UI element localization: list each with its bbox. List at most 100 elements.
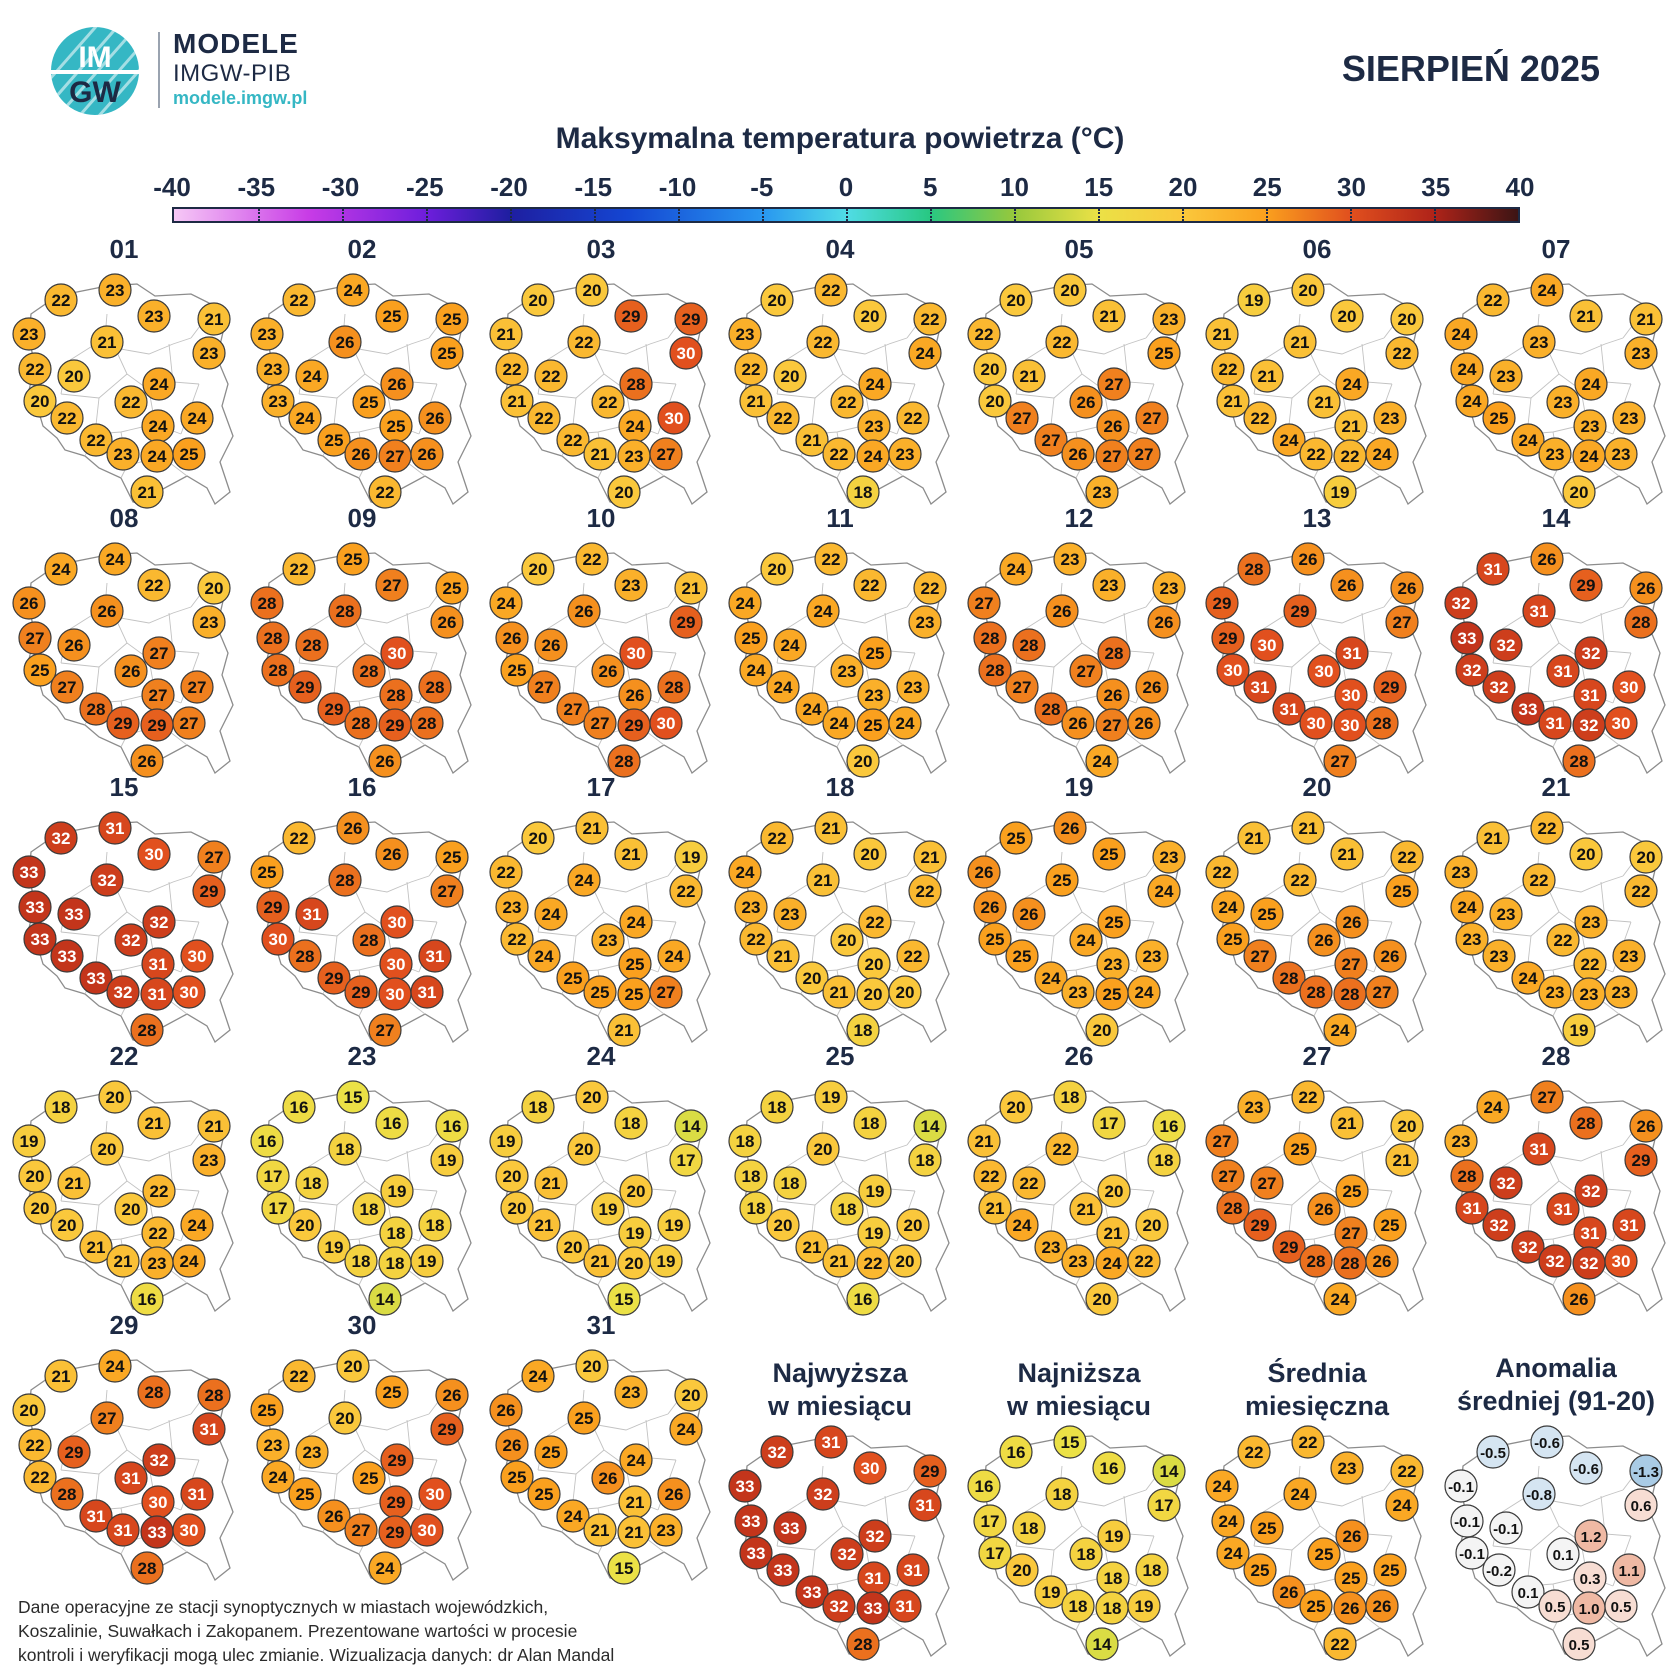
station-circle [1390,1454,1424,1488]
station-circle [619,905,653,939]
station-circle [1444,317,1478,351]
station-value: 30 [180,983,199,1002]
station-marker: 18 [1061,1589,1095,1623]
station-marker: 22 [1624,874,1658,908]
station-value: 25 [443,579,462,598]
station-marker: 26 [375,837,409,871]
colorbar-title: Maksymalna temperatura powietrza (°C) [555,122,1125,155]
station-circle [1365,975,1399,1009]
station-marker: 19 [674,840,708,874]
station-marker: 18 [344,1244,378,1278]
colorbar-tick: 5 [923,172,938,202]
station-value: 19 [1042,1583,1061,1602]
station-circle [1629,840,1663,874]
station-value: 22 [122,393,141,412]
station-value: 24 [1219,898,1238,917]
station-marker: 20 [288,1208,322,1242]
station-marker: 32 [142,1443,176,1477]
colorbar-tick: -10 [658,172,697,202]
station-value: 32 [98,871,117,890]
station-value: 33 [148,1523,167,1542]
station-value: 32 [1582,644,1601,663]
station-circle [410,706,444,740]
station-value: -0.1 [1493,1521,1519,1538]
station-value: 28 [336,871,355,890]
station-circle [1489,1166,1523,1200]
station-marker: 22 [967,317,1001,351]
station-value: 23 [1042,1238,1061,1257]
region-border [1069,1489,1147,1507]
station-marker: 31 [98,811,132,845]
station-marker: 14 [674,1109,708,1143]
station-marker: 32 [1489,628,1523,662]
station-value: 23 [1580,985,1599,1004]
station-marker: 21 [1629,302,1663,336]
station-marker: 20 [978,384,1012,418]
station-marker: 23 [617,439,651,473]
station-marker: 24 [806,594,840,628]
station-circle [1152,1109,1186,1143]
station-marker: 22 [760,821,794,855]
station-circle [489,586,523,620]
station-marker: 19 [410,1244,444,1278]
station-value: 21 [1338,1114,1357,1133]
day-label: 18 [825,772,855,802]
station-value: 22 [822,281,841,300]
station-marker: 22 [489,855,523,889]
station-marker: 20 [1390,1109,1424,1143]
station-marker: 33 [734,1504,768,1538]
station-circle [1569,568,1603,602]
station-circle [649,706,683,740]
station-marker: 26 [130,744,164,778]
station-marker: -1.3 [1629,1454,1663,1488]
station-value: 31 [114,1521,133,1540]
station-circle [192,336,226,370]
station-value: 32 [114,983,133,1002]
station-marker: 18 [44,1090,78,1124]
station-marker: 21 [1330,837,1364,871]
station-value: 14 [1093,1635,1112,1654]
brand-url[interactable]: modele.imgw.pl [173,88,308,108]
station-marker: 22 [896,939,930,973]
station-value: 29 [114,714,133,733]
station-marker: 26 [618,678,652,712]
station-marker: 25 [1385,874,1419,908]
station-circle [1243,1553,1277,1587]
station-marker: 30 [1307,654,1341,688]
station-marker: 21 [1092,299,1126,333]
station-value: 21 [615,1021,634,1040]
station-circle [1569,837,1603,871]
station-value: 1.1 [1619,1563,1640,1580]
station-marker: 22 [1291,1425,1325,1459]
station-value: 29 [677,613,696,632]
station-circle [44,1090,78,1124]
station-value: 23 [148,1254,167,1273]
station-circle [79,1230,113,1264]
station-circle [1612,1553,1646,1587]
station-value: 26 [542,636,561,655]
station-circle [575,542,609,576]
station-marker: 28 [607,744,641,778]
day-label: 28 [1541,1041,1571,1071]
station-value: 22 [503,360,522,379]
station-marker: 27 [649,975,683,1009]
station-circle [1135,1553,1169,1587]
station-value: 20 [981,360,1000,379]
station-value: 24 [269,1468,288,1487]
station-marker: 21 [1569,299,1603,333]
station-value: 30 [426,1485,445,1504]
station-value: 23 [1497,905,1516,924]
station-marker: 20 [1085,1282,1119,1316]
colorbar-tick: -25 [405,172,444,202]
station-value: 24 [627,1451,646,1470]
station-circle [1299,975,1333,1009]
station-marker: 26 [1562,1282,1596,1316]
station-value: 28 [426,678,445,697]
station-circle [23,653,57,687]
station-marker: 33 [795,1575,829,1609]
station-value: 26 [1343,913,1362,932]
station-value: 24 [1343,375,1362,394]
station-circle [908,1488,942,1522]
